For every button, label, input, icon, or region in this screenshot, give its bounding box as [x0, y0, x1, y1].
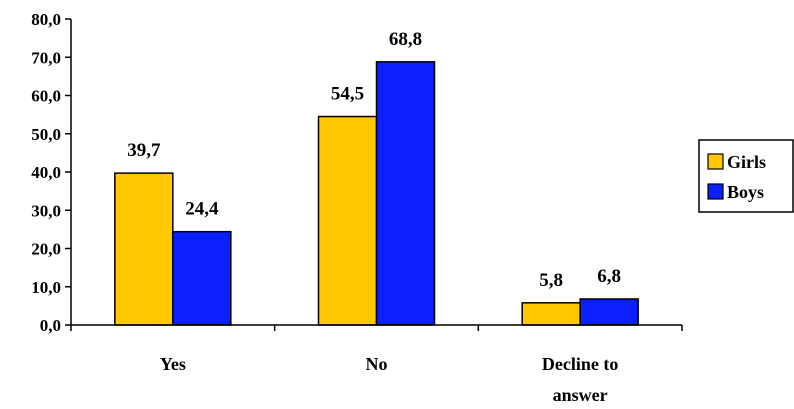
- category-label-2-0: Decline to: [542, 354, 618, 374]
- bar-girls-0: [114, 172, 174, 326]
- bar-boys-1: [375, 61, 436, 326]
- category-label-2-1: answer: [553, 385, 608, 405]
- bar-boys-0: [172, 230, 232, 326]
- category-label-1-0: No: [366, 354, 388, 374]
- y-tick-label-7: 70,0: [31, 48, 61, 67]
- data-label-girls-0: 39,7: [127, 140, 161, 161]
- legend-label-girls: Girls: [727, 152, 766, 172]
- data-label-girls-2: 5,8: [539, 270, 563, 291]
- y-tick-label-2: 20,0: [31, 240, 61, 259]
- data-label-boys-2: 6,8: [597, 266, 621, 287]
- category-label-0-0: Yes: [160, 354, 186, 374]
- y-tick-label-5: 50,0: [31, 125, 61, 144]
- legend-label-boys: Boys: [727, 182, 764, 202]
- y-tick-label-6: 60,0: [31, 87, 61, 106]
- bar-girls-1: [317, 115, 378, 326]
- y-tick-label-1: 10,0: [31, 278, 61, 297]
- data-label-boys-1: 68,8: [389, 29, 422, 50]
- y-tick-label-0: 0,0: [40, 316, 61, 335]
- data-label-girls-1: 54,5: [331, 84, 364, 105]
- y-tick-label-4: 40,0: [31, 163, 61, 182]
- legend-swatch-boys: [707, 183, 724, 200]
- y-tick-label-8: 80,0: [31, 10, 61, 29]
- bar-girls-2: [521, 302, 581, 326]
- y-tick-label-3: 30,0: [31, 201, 61, 220]
- legend-box: [698, 139, 794, 213]
- bar-boys-2: [579, 298, 639, 326]
- data-label-boys-0: 24,4: [185, 199, 219, 220]
- legend-swatch-girls: [707, 153, 724, 170]
